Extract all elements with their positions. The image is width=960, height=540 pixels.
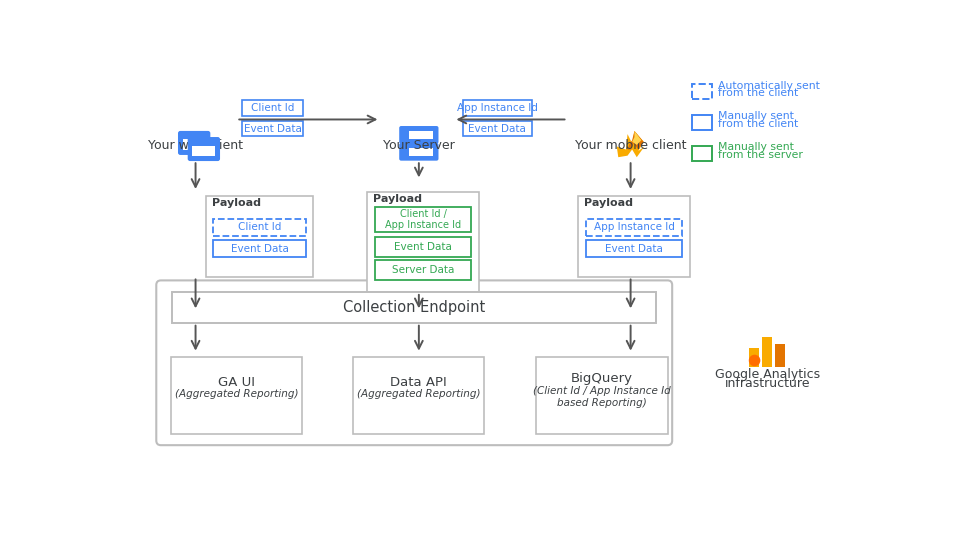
- FancyBboxPatch shape: [692, 84, 712, 99]
- Text: App Instance Id: App Instance Id: [593, 222, 675, 232]
- Text: Manually sent: Manually sent: [718, 142, 794, 152]
- Text: Server Data: Server Data: [392, 265, 454, 275]
- Text: Event Data: Event Data: [395, 242, 452, 252]
- Polygon shape: [628, 131, 644, 150]
- FancyBboxPatch shape: [375, 260, 471, 280]
- FancyBboxPatch shape: [171, 357, 301, 434]
- FancyBboxPatch shape: [178, 131, 210, 155]
- Text: BigQuery: BigQuery: [571, 372, 633, 384]
- Text: Client Id: Client Id: [238, 222, 281, 232]
- Text: GA UI: GA UI: [218, 375, 254, 389]
- Text: (Aggregated Reporting): (Aggregated Reporting): [357, 389, 481, 400]
- Text: from the client: from the client: [718, 88, 798, 98]
- Text: Collection Endpoint: Collection Endpoint: [343, 300, 486, 315]
- Bar: [749, 348, 759, 367]
- Text: Payload: Payload: [373, 194, 422, 204]
- Text: (Aggregated Reporting): (Aggregated Reporting): [175, 389, 299, 400]
- Text: (Client Id / App Instance Id: (Client Id / App Instance Id: [533, 386, 671, 396]
- Bar: [776, 343, 785, 367]
- Polygon shape: [632, 131, 641, 145]
- Text: Google Analytics: Google Analytics: [715, 368, 820, 381]
- Text: Event Data: Event Data: [230, 244, 288, 254]
- FancyBboxPatch shape: [463, 100, 532, 116]
- Text: based Reporting): based Reporting): [557, 398, 647, 408]
- Text: Your mobile client: Your mobile client: [575, 139, 686, 152]
- Text: Event Data: Event Data: [468, 124, 526, 134]
- FancyBboxPatch shape: [578, 195, 690, 276]
- Text: App Instance Id: App Instance Id: [457, 103, 538, 113]
- Text: Client Id: Client Id: [251, 103, 294, 113]
- Text: Payload: Payload: [585, 198, 634, 207]
- FancyBboxPatch shape: [692, 146, 712, 161]
- FancyBboxPatch shape: [692, 115, 712, 130]
- Text: Manually sent: Manually sent: [718, 111, 794, 122]
- Polygon shape: [616, 131, 644, 157]
- FancyBboxPatch shape: [586, 219, 683, 236]
- Text: Event Data: Event Data: [605, 244, 663, 254]
- FancyBboxPatch shape: [463, 121, 532, 137]
- FancyBboxPatch shape: [213, 240, 305, 257]
- Bar: [409, 131, 434, 139]
- Circle shape: [403, 149, 408, 154]
- FancyBboxPatch shape: [375, 207, 471, 232]
- Text: Data API: Data API: [391, 375, 447, 389]
- FancyBboxPatch shape: [586, 240, 683, 257]
- FancyBboxPatch shape: [375, 237, 471, 256]
- FancyBboxPatch shape: [399, 126, 439, 144]
- Bar: [762, 338, 772, 367]
- Bar: [409, 148, 434, 156]
- FancyBboxPatch shape: [242, 121, 303, 137]
- Text: Payload: Payload: [212, 198, 261, 207]
- FancyBboxPatch shape: [353, 357, 484, 434]
- Text: from the server: from the server: [718, 150, 803, 160]
- Text: Your Server: Your Server: [383, 139, 455, 152]
- FancyBboxPatch shape: [213, 219, 305, 236]
- Text: infrastructure: infrastructure: [725, 377, 810, 390]
- FancyBboxPatch shape: [242, 100, 303, 116]
- Text: Event Data: Event Data: [244, 124, 301, 134]
- FancyBboxPatch shape: [536, 357, 668, 434]
- Circle shape: [749, 355, 760, 366]
- FancyBboxPatch shape: [173, 292, 656, 323]
- Text: Your web client: Your web client: [148, 139, 243, 152]
- FancyBboxPatch shape: [368, 192, 479, 292]
- FancyBboxPatch shape: [188, 137, 220, 161]
- FancyBboxPatch shape: [205, 195, 313, 276]
- Circle shape: [403, 132, 408, 138]
- Text: Client Id /
App Instance Id: Client Id / App Instance Id: [385, 209, 461, 231]
- Text: Automatically sent: Automatically sent: [718, 80, 820, 91]
- Bar: [182, 139, 205, 150]
- Text: from the client: from the client: [718, 119, 798, 129]
- Bar: [192, 146, 215, 157]
- FancyBboxPatch shape: [399, 143, 439, 161]
